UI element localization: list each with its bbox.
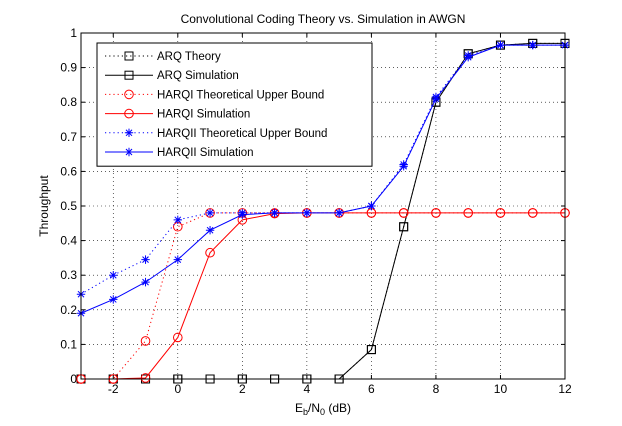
legend-item: HARQI Simulation xyxy=(105,109,250,121)
data-point xyxy=(463,208,474,218)
legend-label: ARQ Simulation xyxy=(157,70,239,82)
legend: ARQ Theory ARQ Simulation HARQI Theoretica… xyxy=(96,42,373,167)
data-point xyxy=(527,208,538,218)
data-point xyxy=(140,336,151,346)
legend-item: HARQII Theoretical Upper Bound xyxy=(105,128,327,140)
data-point xyxy=(173,332,183,343)
y-tick-label: 1 xyxy=(70,26,77,40)
x-tick-label: -2 xyxy=(108,382,119,396)
x-tick-label: 4 xyxy=(304,382,311,396)
y-tick-label: 0 xyxy=(70,372,77,386)
data-point xyxy=(367,201,376,211)
data-point xyxy=(399,222,409,232)
data-point xyxy=(398,208,409,218)
x-tick-label: 12 xyxy=(558,382,572,396)
y-tick-label: 0.4 xyxy=(60,234,77,248)
legend-label: ARQ Theory xyxy=(157,51,221,63)
y-tick-label: 0.2 xyxy=(60,303,77,317)
legend-item: HARQI Theoretical Upper Bound xyxy=(105,89,324,101)
x-tick-label: 6 xyxy=(368,382,375,396)
legend-label: HARQII Theoretical Upper Bound xyxy=(157,128,327,140)
y-tick-label: 0.3 xyxy=(60,268,77,282)
legend-item: HARQII Simulation xyxy=(105,147,254,159)
data-point xyxy=(109,295,118,304)
legend-marker xyxy=(124,89,134,100)
data-point xyxy=(173,255,182,264)
legend-label: HARQII Simulation xyxy=(157,147,254,159)
legend-label: HARQI Simulation xyxy=(157,109,250,121)
data-point xyxy=(334,208,344,218)
data-point xyxy=(495,208,506,218)
data-point xyxy=(140,373,151,383)
data-point xyxy=(366,345,376,355)
x-tick-label: 0 xyxy=(174,382,181,396)
data-point xyxy=(109,271,118,280)
data-point xyxy=(205,208,215,218)
data-point xyxy=(141,255,150,264)
x-tick-label: 8 xyxy=(433,382,440,396)
series-6 xyxy=(76,40,570,318)
legend-item: ARQ Simulation xyxy=(105,70,239,82)
data-point xyxy=(431,94,441,103)
data-point xyxy=(464,53,473,62)
y-tick-label: 0.9 xyxy=(60,61,77,75)
x-tick-label: 10 xyxy=(494,382,508,396)
legend-marker xyxy=(124,70,134,80)
axis-ticks: -2 0 2 4 6 8 10 12 0 0.1 0.2 0.3 0.4 0.5 0.6 0.7 0.8 0.9 1 xyxy=(60,26,572,396)
legend-marker xyxy=(124,108,134,119)
data-point xyxy=(431,208,441,218)
y-tick-label: 0.7 xyxy=(60,130,77,144)
legend-label: HARQI Theoretical Upper Bound xyxy=(157,89,324,101)
y-tick-label: 0.1 xyxy=(60,337,77,351)
data-point xyxy=(270,208,279,218)
legend-box xyxy=(96,42,373,167)
data-point xyxy=(141,277,150,287)
data-point xyxy=(205,226,215,235)
y-tick-label: 0.8 xyxy=(60,95,77,109)
data-point xyxy=(399,162,408,171)
data-point xyxy=(302,208,312,218)
chart-title: Convolutional Coding Theory vs. Simulati… xyxy=(181,12,466,26)
y-tick-label: 0.5 xyxy=(60,199,77,213)
x-tick-label: 2 xyxy=(239,382,246,396)
data-point xyxy=(496,40,505,50)
legend-item: ARQ Theory xyxy=(105,51,221,63)
legend-marker xyxy=(124,147,134,157)
data-point xyxy=(205,247,215,258)
legend-marker xyxy=(124,128,134,137)
y-tick-label: 0.6 xyxy=(60,164,77,178)
y-axis-label: Throughput xyxy=(37,175,51,237)
legend-marker xyxy=(124,51,134,61)
data-point xyxy=(173,215,182,225)
data-point xyxy=(205,208,215,218)
data-point xyxy=(528,40,537,50)
data-point xyxy=(238,210,247,219)
x-axis-label: Eb/N0 (dB) xyxy=(295,401,351,417)
series-line xyxy=(80,44,565,314)
